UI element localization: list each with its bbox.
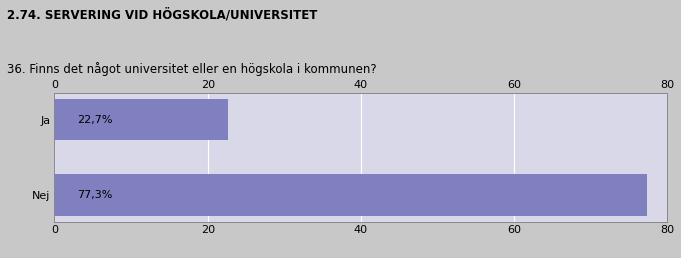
Bar <box>54 174 647 216</box>
Bar <box>54 99 228 140</box>
Text: 22,7%: 22,7% <box>78 115 113 125</box>
Text: 36. Finns det något universitet eller en högskola i kommunen?: 36. Finns det något universitet eller en… <box>7 62 377 76</box>
Text: 2.74. SERVERING VID HÖGSKOLA/UNIVERSITET: 2.74. SERVERING VID HÖGSKOLA/UNIVERSITET <box>7 8 317 21</box>
Text: 77,3%: 77,3% <box>78 190 113 200</box>
